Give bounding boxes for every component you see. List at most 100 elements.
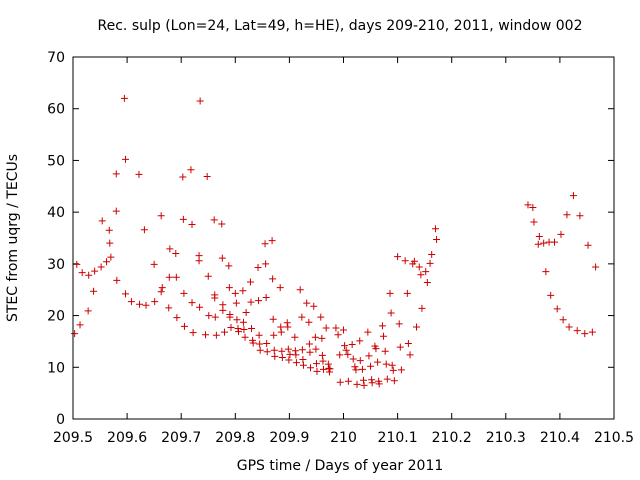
data-point <box>180 289 188 297</box>
data-point <box>210 216 218 224</box>
data-point <box>246 278 254 286</box>
data-point <box>360 381 368 389</box>
data-point <box>358 365 366 373</box>
data-point <box>395 320 403 328</box>
x-tick-label: 209.8 <box>215 430 255 446</box>
data-point <box>418 304 426 312</box>
data-point <box>271 352 279 360</box>
data-point <box>212 331 220 339</box>
data-point <box>255 331 263 339</box>
data-point <box>240 326 248 334</box>
data-point <box>173 314 181 322</box>
data-point <box>292 359 300 367</box>
data-point <box>312 345 320 353</box>
data-point <box>367 362 375 370</box>
data-point <box>256 346 264 354</box>
x-tick-label: 210 <box>330 430 357 446</box>
data-point <box>426 259 434 267</box>
data-point <box>306 348 314 356</box>
data-point <box>241 333 249 341</box>
data-point <box>576 212 584 220</box>
data-point <box>226 313 234 321</box>
data-point <box>375 380 383 388</box>
data-point <box>306 364 314 372</box>
y-tick-label: 70 <box>47 50 65 66</box>
data-point <box>348 341 356 349</box>
data-point <box>225 262 233 270</box>
data-point <box>179 215 187 223</box>
data-point <box>389 366 397 374</box>
data-point <box>417 271 425 279</box>
x-tick-label: 210.3 <box>486 430 526 446</box>
data-point <box>127 298 135 306</box>
data-point <box>415 263 423 271</box>
data-point <box>157 212 165 220</box>
data-point <box>324 360 332 368</box>
x-tick-label: 210.5 <box>594 430 634 446</box>
data-point <box>196 303 204 311</box>
data-point <box>378 322 386 330</box>
data-point <box>550 238 558 246</box>
data-point <box>140 226 148 234</box>
data-point <box>71 330 79 338</box>
data-point <box>388 361 396 369</box>
data-point <box>97 263 105 271</box>
data-point <box>196 97 204 105</box>
data-point <box>112 207 120 215</box>
data-point <box>313 367 321 375</box>
data-point <box>166 245 174 253</box>
data-point <box>263 348 271 356</box>
data-point <box>547 291 555 299</box>
data-point <box>311 333 319 341</box>
data-point <box>565 323 573 331</box>
y-axis-label: STEC from uqrg / TECUs <box>5 154 21 322</box>
y-tick-label: 10 <box>47 360 65 376</box>
data-point <box>219 306 227 314</box>
data-point <box>406 351 414 359</box>
data-point <box>150 260 158 268</box>
data-point <box>540 239 548 247</box>
data-point <box>368 379 376 387</box>
data-point <box>211 313 219 321</box>
data-point <box>286 350 294 358</box>
data-point <box>390 377 398 385</box>
x-tick-label: 210.2 <box>432 430 472 446</box>
data-point <box>262 293 270 301</box>
data-point <box>270 346 278 354</box>
data-point <box>187 166 195 174</box>
data-point <box>394 253 402 261</box>
data-point <box>298 313 306 321</box>
data-point <box>401 257 409 265</box>
data-point <box>326 365 334 373</box>
data-point <box>341 342 349 350</box>
data-point <box>530 218 538 226</box>
data-point <box>204 272 212 280</box>
data-point <box>284 323 292 331</box>
data-point <box>234 325 242 332</box>
x-tick-label: 209.5 <box>53 430 93 446</box>
data-point <box>336 351 344 359</box>
data-point <box>382 360 390 368</box>
data-point <box>248 325 256 332</box>
data-point <box>433 236 441 244</box>
data-point <box>573 327 581 335</box>
data-point <box>529 203 537 211</box>
data-point <box>107 253 115 261</box>
data-point <box>524 201 532 209</box>
data-point <box>179 173 187 181</box>
data-point <box>553 305 561 313</box>
data-point <box>121 155 129 163</box>
data-point <box>380 332 388 340</box>
data-point <box>106 239 114 247</box>
data-point <box>383 375 391 383</box>
data-point <box>305 318 313 326</box>
data-point <box>298 346 306 354</box>
data-point <box>284 345 292 353</box>
x-tick-label: 209.6 <box>107 430 147 446</box>
data-point <box>396 343 404 351</box>
data-point <box>151 298 159 306</box>
data-point <box>283 319 291 327</box>
data-point <box>261 240 269 248</box>
